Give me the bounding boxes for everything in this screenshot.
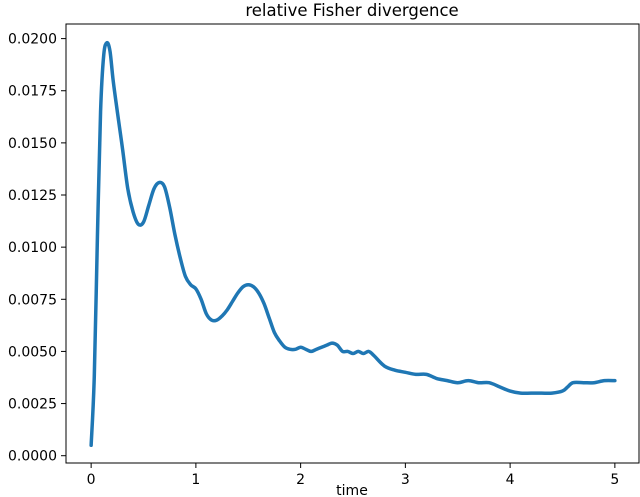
x-tick-label: 4 xyxy=(506,472,515,488)
y-axis: 0.0000 0.0025 0.0050 0.0075 0.0100 0.0125 0.01… xyxy=(8,32,66,465)
y-tick-label: 0.0200 xyxy=(8,32,57,48)
y-tick-label: 0.0175 xyxy=(8,84,57,100)
y-tick-label: 0.0075 xyxy=(8,292,57,308)
x-tick-label: 2 xyxy=(296,472,305,488)
y-tick-label: 0.0150 xyxy=(8,136,57,152)
y-tick-label: 0.0050 xyxy=(8,344,57,360)
y-tick-label: 0.0100 xyxy=(8,240,57,256)
plot-frame xyxy=(65,23,640,464)
y-tick-label: 0.0000 xyxy=(8,449,57,465)
x-tick-label: 5 xyxy=(610,472,619,488)
x-axis: 0 1 2 3 4 5 xyxy=(87,463,619,488)
series-layer xyxy=(89,40,617,448)
x-tick-label: 3 xyxy=(401,472,410,488)
y-tick-label: 0.0025 xyxy=(8,397,57,413)
y-tick-label: 0.0125 xyxy=(8,188,57,204)
x-axis-label: time xyxy=(336,483,368,497)
series-line xyxy=(89,40,617,448)
x-tick-label: 0 xyxy=(87,472,96,488)
x-tick-label: 1 xyxy=(191,472,200,488)
chart-title: relative Fisher divergence xyxy=(245,1,458,20)
